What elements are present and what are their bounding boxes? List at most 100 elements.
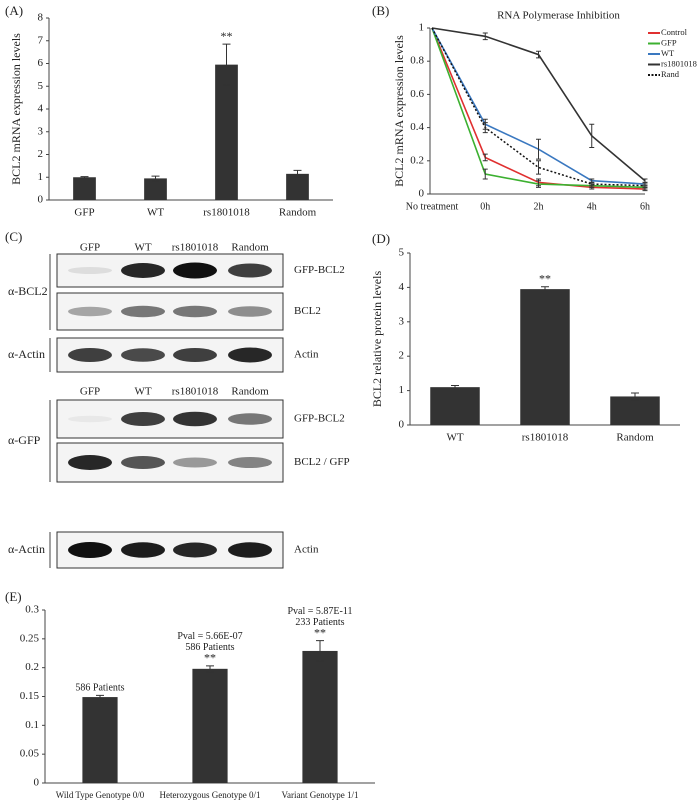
band xyxy=(68,415,112,423)
row-label: GFP-BCL2 xyxy=(294,264,345,276)
row-label: BCL2 xyxy=(294,305,321,317)
panel-label: (E) xyxy=(5,589,22,604)
antibody-label: α-Actin xyxy=(8,347,45,361)
error-bar xyxy=(482,32,488,41)
error-bar xyxy=(482,122,488,134)
annotation: ** xyxy=(204,651,216,665)
x-tick-label: Wild Type Genotype 0/0 xyxy=(56,790,145,800)
error-bar xyxy=(482,153,488,162)
y-tick-label: 2 xyxy=(399,350,405,362)
error-bar xyxy=(316,640,324,662)
band xyxy=(173,457,217,468)
band xyxy=(173,262,217,279)
legend-label: Rand xyxy=(661,69,680,79)
lane-label: Random xyxy=(231,386,269,398)
lane-label: rs1801018 xyxy=(172,386,219,398)
annotation: Pval = 5.87E-11 xyxy=(288,606,353,617)
y-tick-label: 6 xyxy=(38,57,44,69)
y-tick-label: 0.15 xyxy=(20,690,40,702)
x-tick-label: No treatment xyxy=(406,201,459,212)
y-tick-label: 0 xyxy=(399,419,405,431)
y-tick-label: 2 xyxy=(38,148,44,160)
error-bar xyxy=(80,176,89,179)
x-tick-label: rs1801018 xyxy=(522,432,569,444)
annotation: 233 Patients xyxy=(295,617,344,628)
x-tick-label: 6h xyxy=(640,201,650,212)
bar xyxy=(144,178,167,200)
error-bar xyxy=(541,286,549,293)
y-axis-label: BCL2 mRNA expression levels xyxy=(9,33,23,185)
chart-title: RNA Polymerase Inhibition xyxy=(497,10,620,22)
band xyxy=(228,263,272,278)
panel-label: (D) xyxy=(372,231,390,246)
y-tick-label: 3 xyxy=(38,125,44,137)
y-tick-label: 0 xyxy=(34,777,40,789)
y-tick-label: 4 xyxy=(399,281,405,293)
lane-label: GFP xyxy=(80,386,100,398)
error-bar xyxy=(96,694,104,700)
error-bar xyxy=(589,181,595,187)
band xyxy=(68,306,112,317)
band xyxy=(68,348,112,362)
error-bar xyxy=(536,160,541,175)
bar xyxy=(82,697,118,783)
annotation: 586 Patients xyxy=(185,642,234,653)
bar xyxy=(610,396,660,425)
panel-label: (B) xyxy=(372,3,389,18)
y-axis-label: BCL2 relative protein levels xyxy=(370,271,384,408)
x-tick-label: WT xyxy=(147,207,164,219)
y-tick-label: 1 xyxy=(38,171,44,183)
y-tick-label: 0.2 xyxy=(410,154,424,166)
error-bar xyxy=(642,183,648,188)
band xyxy=(228,347,272,363)
bar xyxy=(286,173,309,200)
legend-label: WT xyxy=(661,48,675,58)
annotation: ** xyxy=(314,625,326,639)
x-tick-label: 4h xyxy=(587,201,597,212)
y-tick-label: 0.6 xyxy=(410,88,424,100)
bar xyxy=(192,668,228,783)
error-bar xyxy=(293,169,302,178)
antibody-label: α-GFP xyxy=(8,433,41,447)
antibody-label: α-BCL2 xyxy=(8,284,48,298)
annotation: ** xyxy=(539,271,551,285)
error-bar xyxy=(536,180,541,188)
legend-label: GFP xyxy=(661,37,677,47)
bar xyxy=(215,64,238,200)
band xyxy=(228,542,272,558)
bar xyxy=(430,387,480,425)
band xyxy=(121,305,165,318)
y-tick-label: 0.25 xyxy=(20,632,40,644)
y-axis-label: BCL2 mRNA expression levels xyxy=(392,35,406,187)
x-tick-label: WT xyxy=(446,432,463,444)
x-tick-label: Random xyxy=(616,432,654,444)
x-tick-label: 2h xyxy=(534,201,544,212)
x-tick-label: GFP xyxy=(74,207,94,219)
y-tick-label: 4 xyxy=(38,103,44,115)
y-tick-label: 5 xyxy=(38,80,44,92)
y-tick-label: 1 xyxy=(399,384,405,396)
y-tick-label: 0 xyxy=(419,188,425,200)
error-bar xyxy=(222,43,231,86)
band xyxy=(121,348,165,362)
x-tick-label: Variant Genotype 1/1 xyxy=(282,790,359,800)
error-bar xyxy=(451,384,459,390)
band xyxy=(68,267,112,274)
y-tick-label: 3 xyxy=(399,315,405,327)
x-tick-label: Random xyxy=(279,207,317,219)
band xyxy=(228,306,272,317)
band xyxy=(173,411,217,427)
y-tick-label: 0.05 xyxy=(20,748,40,760)
row-label: GFP-BCL2 xyxy=(294,413,345,425)
band xyxy=(68,542,112,558)
legend-label: rs1801018 xyxy=(661,58,697,68)
error-bar xyxy=(642,178,648,183)
y-tick-label: 8 xyxy=(38,12,44,24)
band xyxy=(173,542,217,558)
band xyxy=(228,457,272,468)
y-tick-label: 0.3 xyxy=(25,604,39,616)
annotation: ** xyxy=(221,29,233,43)
annotation: Pval = 5.66E-07 xyxy=(177,631,242,642)
band xyxy=(228,413,272,425)
y-tick-label: 5 xyxy=(399,247,405,259)
